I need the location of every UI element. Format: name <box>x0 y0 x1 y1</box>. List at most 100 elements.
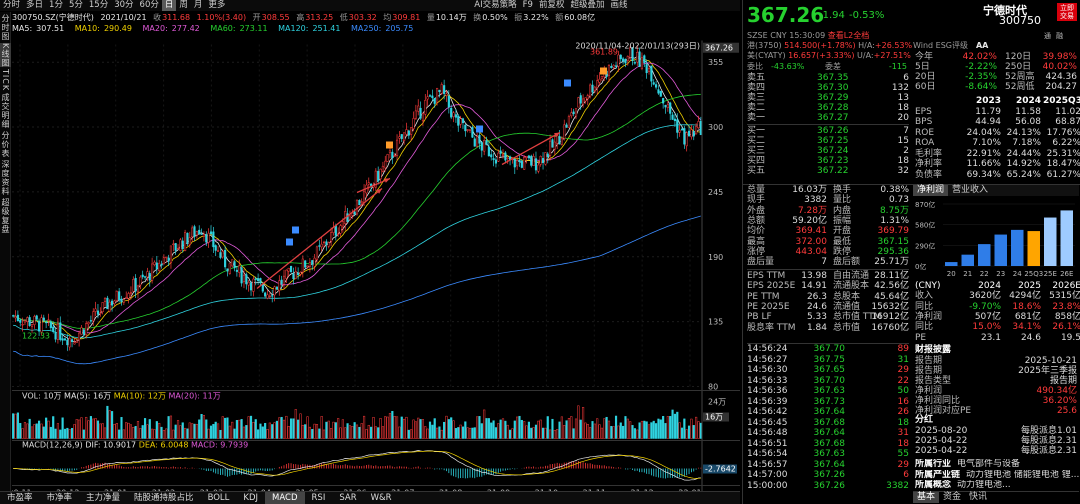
l2-link[interactable]: 查看L2全档 <box>827 31 870 40</box>
volume-bar <box>662 416 665 439</box>
draw-button[interactable]: 画线 <box>610 0 628 10</box>
candle <box>179 239 182 251</box>
candle <box>245 274 248 285</box>
volume-bar <box>56 423 59 439</box>
volume-bar <box>560 416 563 439</box>
btab-rsi[interactable]: RSI <box>311 493 326 503</box>
tick-vol: 22 <box>897 375 909 386</box>
candle <box>134 277 137 292</box>
tab-30min[interactable]: 30分 <box>114 0 134 10</box>
tick-price: 367.73 <box>813 396 846 407</box>
tab-fenshi[interactable]: 分时 <box>3 0 21 10</box>
dea-line <box>13 450 701 479</box>
volume-bar <box>115 423 118 439</box>
rtab-capital[interactable]: 资金 <box>943 492 962 502</box>
event-marker[interactable] <box>600 67 607 75</box>
rtab-basic[interactable]: 基本 <box>913 492 940 503</box>
volume-bar <box>657 418 660 439</box>
vtab-deep-data[interactable]: 深度资料 <box>1 160 10 197</box>
vtab-kline[interactable]: K线图 <box>0 43 11 68</box>
vtab-price-table[interactable]: 分价表 <box>1 131 10 159</box>
volume-bar <box>596 418 599 439</box>
rtab-news[interactable]: 快讯 <box>969 492 988 502</box>
btab-wr[interactable]: W&R <box>370 493 392 503</box>
volume-bar <box>205 419 208 439</box>
stat-row: 总额 59.20亿 振幅 1.31% <box>747 216 909 226</box>
ma10-line <box>13 58 701 340</box>
stat-row: EPS 2025E 14.91 流通股本 42.56亿 <box>747 281 909 291</box>
tab-1min[interactable]: 1分 <box>49 0 63 10</box>
volume-bar <box>120 417 123 439</box>
candle <box>466 129 469 131</box>
event-marker[interactable] <box>386 141 393 149</box>
stat-value: 443.04 <box>795 246 828 257</box>
tab-net-profit[interactable]: 净利润 <box>913 185 949 196</box>
tab-day[interactable]: 日 <box>161 0 177 11</box>
overlay-button[interactable]: 超级叠加 <box>570 0 605 10</box>
forecast-row: 净利润 507亿 681亿 858亿 <box>913 312 1080 322</box>
dividend-date: 2025-04-22 <box>915 436 968 446</box>
volume-bar <box>216 423 220 439</box>
btab-mainflow[interactable]: 主力净量 <box>86 493 121 503</box>
candle <box>593 86 596 91</box>
candle <box>516 160 519 167</box>
trade-button[interactable]: 立即 交易 <box>1057 3 1077 21</box>
candle <box>322 241 326 244</box>
tab-revenue[interactable]: 营业收入 <box>952 185 989 195</box>
tick-row: 14:56:57 367.64 29 <box>747 460 909 470</box>
tab-month[interactable]: 月 <box>193 0 203 10</box>
event-marker[interactable] <box>564 79 571 87</box>
candle <box>268 295 271 298</box>
btab-hk-connect[interactable]: 陆股通持股占比 <box>134 493 194 503</box>
f9-button[interactable]: F9 <box>522 0 533 10</box>
vtab-fenshi[interactable]: 分时图 <box>1 14 10 41</box>
forecast-cell: 15.0% <box>972 322 1001 333</box>
candle <box>115 290 118 301</box>
tab-more[interactable]: 更多 <box>208 0 226 10</box>
tab-week[interactable]: 周 <box>179 0 188 10</box>
event-marker[interactable] <box>476 125 483 133</box>
btab-sar[interactable]: SAR <box>339 493 357 503</box>
volume-bar <box>370 426 373 439</box>
tab-60min[interactable]: 60分 <box>139 0 159 10</box>
indicator-tabs: 市盈率 市净率 主力净量 陆股通持股占比 BOLL KDJ MACD RSI SAR W&R <box>0 491 740 504</box>
volume-bar <box>87 420 90 439</box>
volume-bar <box>494 427 498 439</box>
event-marker[interactable] <box>292 226 299 234</box>
candle <box>424 99 427 115</box>
vtab-detail[interactable]: 成交明细 <box>1 93 10 130</box>
profit-bar <box>1027 231 1040 266</box>
tick-time: 15:00:00 <box>747 480 788 491</box>
volume-bar <box>520 419 523 439</box>
kline-chart[interactable]: 361.89 122.33 VOL: 10万 MA(5): 16万 MA(10):… <box>12 34 740 504</box>
candle <box>518 160 521 162</box>
ask-price: 367.29 <box>817 93 849 103</box>
bid-row: 买二 367.25 15 <box>747 136 909 146</box>
btab-kdj[interactable]: KDJ <box>243 493 259 503</box>
tab-duori[interactable]: 多日 <box>26 0 44 10</box>
volume-bar <box>577 405 580 439</box>
btab-macd[interactable]: MACD <box>265 492 305 504</box>
tab-5min[interactable]: 5分 <box>68 0 83 10</box>
adjust-button[interactable]: 前复权 <box>538 0 565 10</box>
btab-boll[interactable]: BOLL <box>207 493 230 503</box>
ai-strategy-button[interactable]: AI交易策略 <box>474 0 517 10</box>
event-marker[interactable] <box>286 238 293 246</box>
stat-label: 流通值 <box>833 301 861 312</box>
candle <box>358 199 361 206</box>
tab-15min[interactable]: 15分 <box>88 0 109 10</box>
candle <box>662 98 665 104</box>
fin-cell: 14.92% <box>1006 159 1041 169</box>
btab-pe[interactable]: 市盈率 <box>7 493 33 503</box>
candle <box>155 262 158 269</box>
volume-bar <box>285 415 288 439</box>
bid-price: 367.24 <box>817 146 849 156</box>
vtab-replay[interactable]: 超级复盘 <box>1 198 10 235</box>
volume-bar <box>188 422 191 439</box>
vtab-tick[interactable]: TICK <box>1 69 10 92</box>
ask-vol: 18 <box>897 103 909 113</box>
btab-pb[interactable]: 市净率 <box>46 493 73 503</box>
bid-label: 买一 <box>747 126 766 136</box>
candle <box>459 118 462 125</box>
volume-bar <box>139 428 142 439</box>
